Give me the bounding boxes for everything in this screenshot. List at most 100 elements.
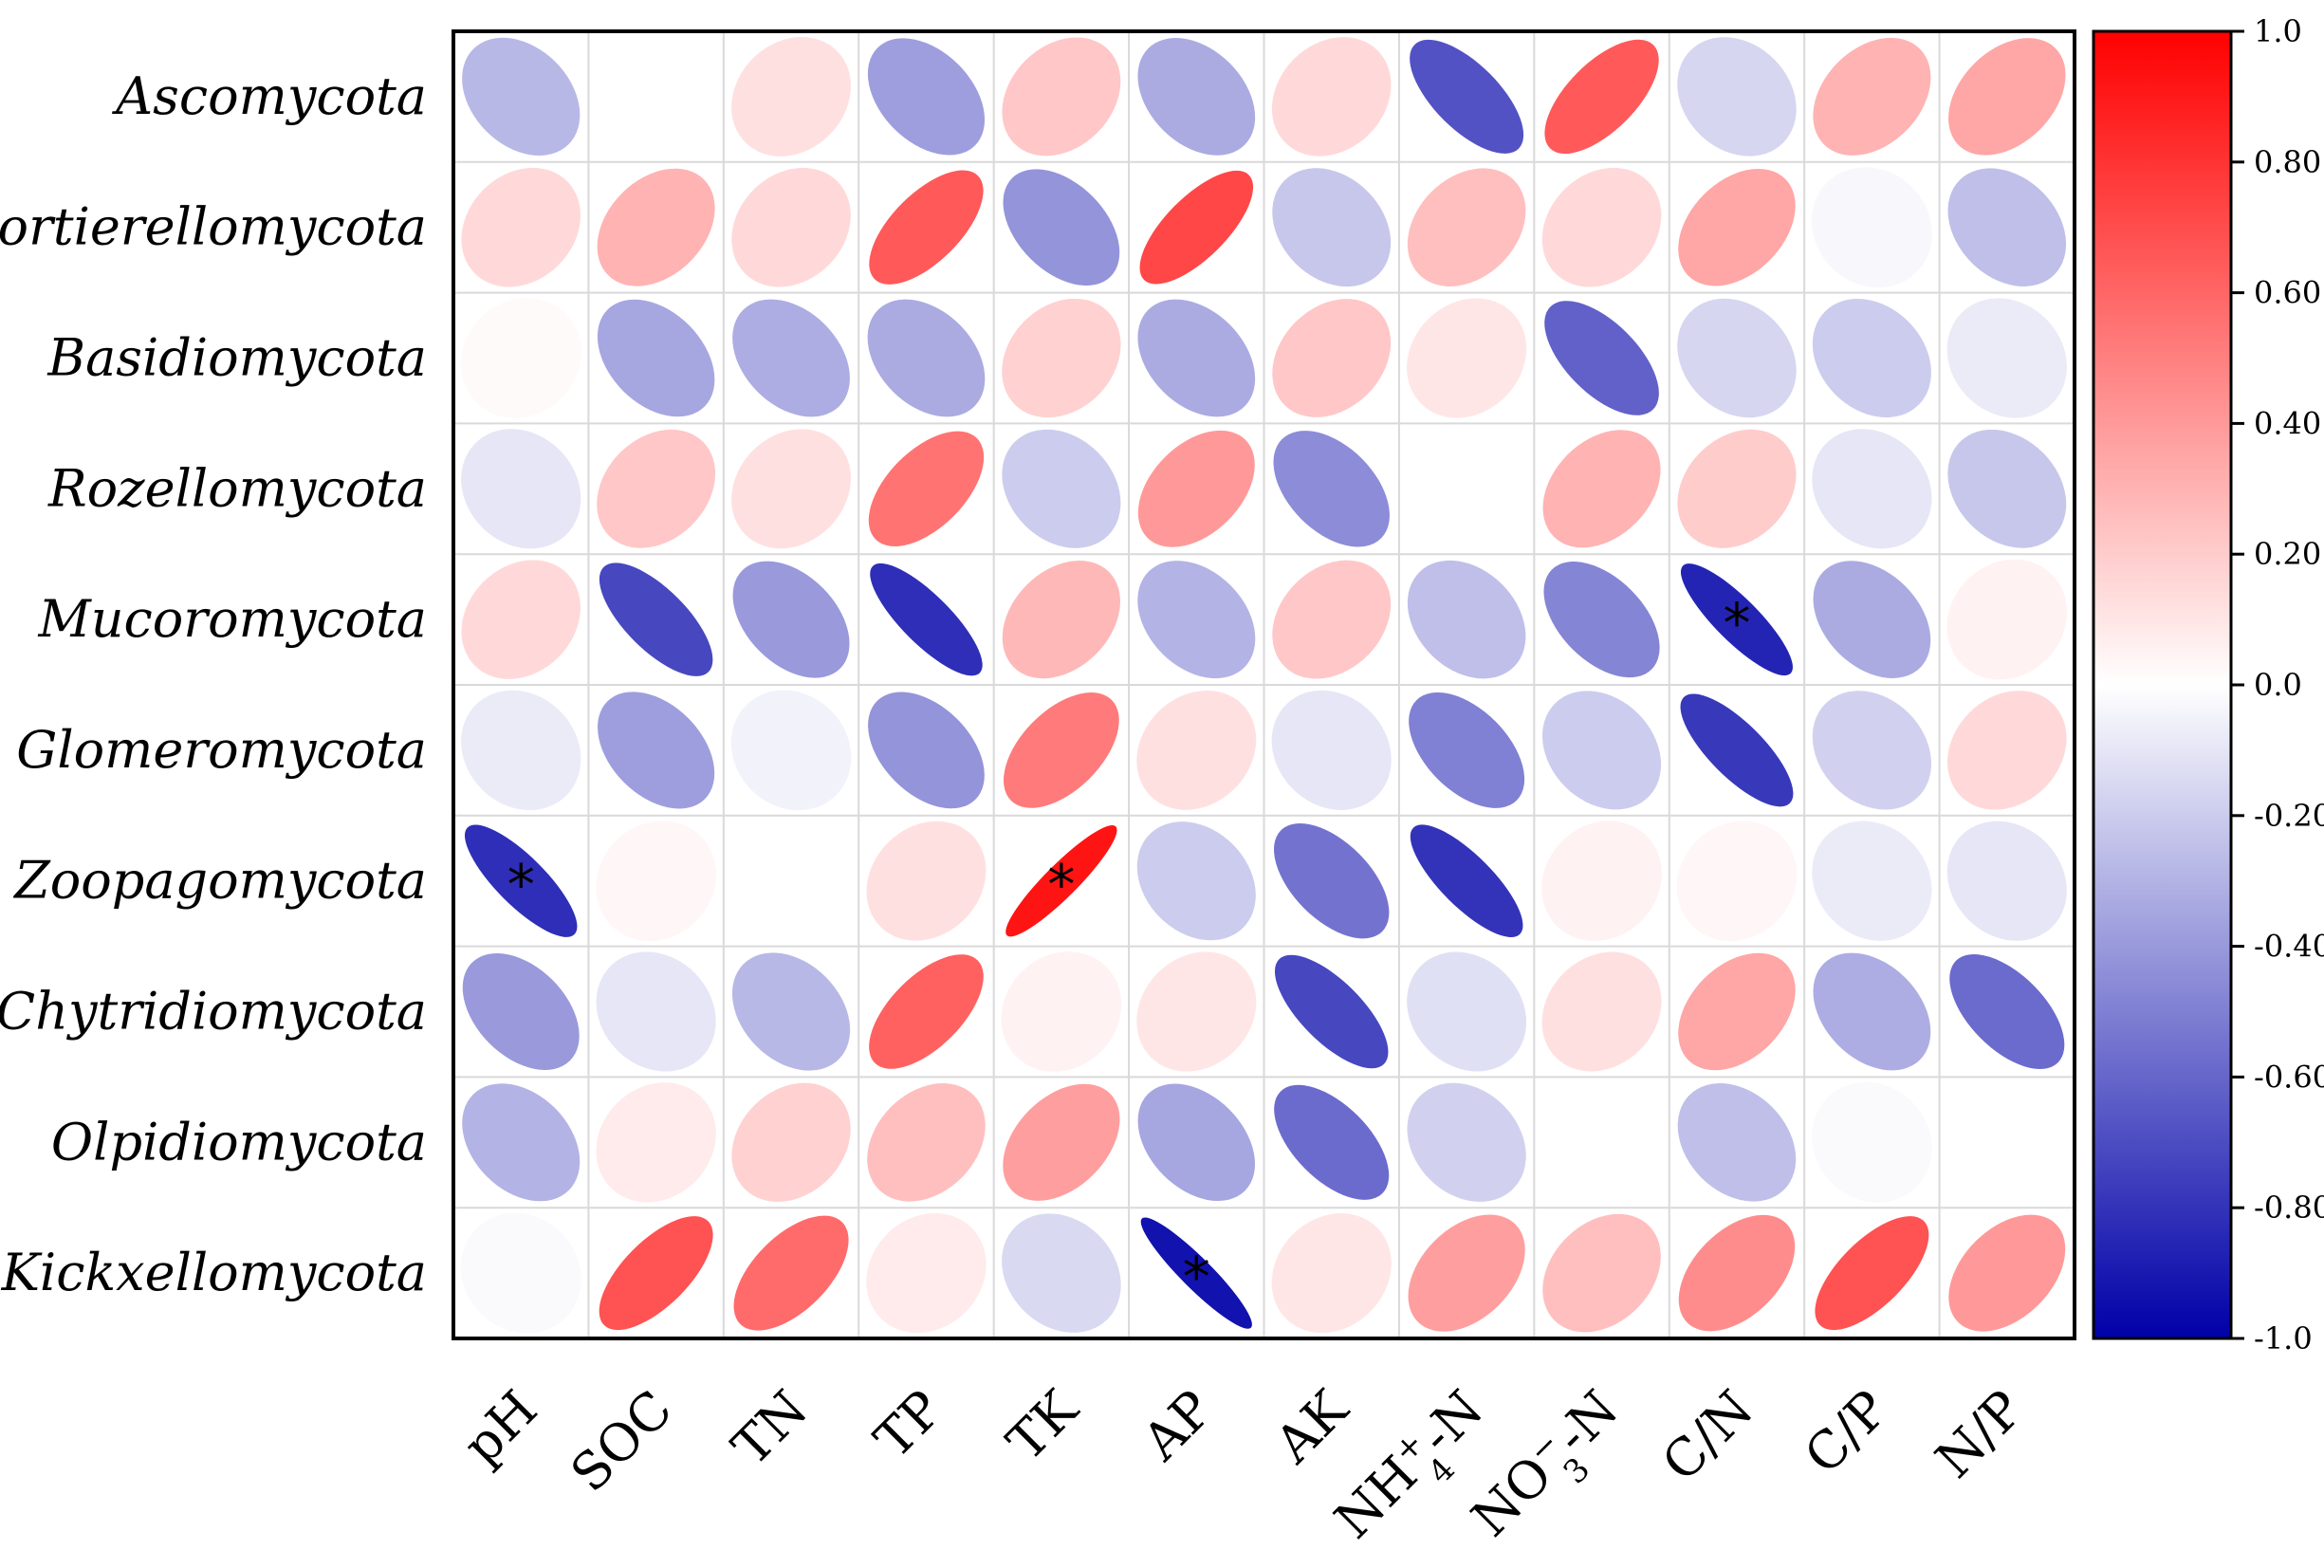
ellipse-kickxellomycota-tn [733, 1215, 849, 1331]
ellipse-ascomycota-cp [1813, 37, 1931, 156]
ellipse-glomeromycota-ak [1271, 690, 1392, 810]
ellipse-mortierellomycota-tk [1003, 169, 1120, 286]
ellipse-kickxellomycota-cp [1815, 1216, 1929, 1331]
column-label: AK [1263, 1377, 1361, 1475]
significance-mark: * [1047, 853, 1075, 917]
ellipse-kickxellomycota-tp [866, 1212, 987, 1334]
ellipse-zoopagomycota-ap [1136, 821, 1256, 941]
ellipse-mortierellomycota-tp [869, 170, 984, 285]
ellipse-glomeromycota-cp [1812, 691, 1932, 810]
plot-frame [452, 29, 2076, 1340]
ellipse-mortierellomycota-ph [461, 167, 581, 287]
ellipse-glomeromycota-np [1947, 691, 2067, 810]
ellipse-mucoromycota-np [1946, 559, 2068, 680]
ellipse-mucoromycota-ph [461, 560, 581, 679]
ellipse-ascomycota-nh4n [1410, 39, 1524, 154]
ellipse-zoopagomycota-ph [464, 824, 578, 937]
ellipse-olpidiomycota-ap [1137, 1083, 1256, 1202]
ellipse-chytridiomycota-cn [1678, 952, 1796, 1071]
ellipse-mucoromycota-soc [599, 563, 713, 676]
grid-lines [453, 31, 2075, 1338]
ellipse-ascomycota-tk [1002, 37, 1121, 157]
significance-mark: * [1723, 591, 1750, 655]
ellipse-kickxellomycota-ph [460, 1212, 581, 1334]
ellipse-ascomycota-ap [1137, 38, 1256, 156]
ellipse-mucoromycota-ap [1137, 561, 1256, 679]
ellipse-mortierellomycota-nh4n [1407, 168, 1526, 286]
colorbar-tick-label: -0.80 [2254, 1190, 2324, 1226]
column-label: TN [721, 1379, 819, 1477]
ellipse-olpidiomycota-cn [1677, 1083, 1797, 1202]
colorbar-tick-label: -1.0 [2254, 1320, 2313, 1356]
ellipse-olpidiomycota-ph [462, 1083, 581, 1202]
ellipse-zoopagomycota-soc [596, 821, 717, 942]
row-label: Rozellomycota [47, 458, 427, 518]
colorbar-tick-label: 0.20 [2254, 536, 2321, 572]
ellipse-ascomycota-ak [1271, 37, 1392, 157]
row-label: Ascomycota [111, 66, 427, 126]
ellipse-rozellomycota-ap [1137, 430, 1255, 547]
column-label: N/P [1924, 1379, 2035, 1490]
colorbar-tick-label: -0.20 [2254, 798, 2324, 834]
correlation-ellipses [460, 36, 2068, 1334]
ellipse-glomeromycota-ph [461, 690, 581, 811]
ellipse-mortierellomycota-soc [597, 168, 715, 286]
column-label: NH+4-N [1322, 1378, 1506, 1562]
ellipse-mortierellomycota-no3n [1541, 167, 1662, 287]
ellipse-rozellomycota-np [1947, 429, 2067, 548]
ellipse-chytridiomycota-ap [1136, 951, 1257, 1072]
row-label: Zoopagomycota [12, 851, 427, 911]
ellipse-basidiomycota-tk [1002, 298, 1121, 418]
ellipse-kickxellomycota-ak [1271, 1213, 1392, 1334]
colorbar-tick-label: 0.0 [2254, 667, 2302, 703]
ellipse-chytridiomycota-tp [869, 954, 984, 1069]
colorbar-tick-label: 1.0 [2254, 13, 2302, 49]
significance-marks: * * * * [507, 591, 1751, 1309]
column-label: TP [863, 1379, 954, 1470]
ellipse-rozellomycota-ph [461, 429, 581, 549]
row-label: Kickxellomycota [1, 1243, 427, 1302]
ellipse-olpidiomycota-ak [1274, 1084, 1390, 1200]
ellipse-rozellomycota-tp [868, 431, 985, 546]
ellipse-glomeromycota-soc [598, 692, 715, 809]
colorbar-ticks: 1.0 0.80 0.60 0.40 0.20 0.0 -0.20 -0.40 -0.60 -0.… [2231, 13, 2324, 1356]
ellipse-rozellomycota-no3n [1542, 430, 1661, 548]
ellipse-mucoromycota-ak [1272, 560, 1392, 679]
column-label: SOC [560, 1379, 684, 1503]
ellipse-zoopagomycota-tp [866, 821, 987, 941]
ellipse-mucoromycota-tp [870, 563, 983, 676]
ellipse-rozellomycota-soc [597, 429, 716, 548]
ellipse-mucoromycota-cn [1680, 563, 1793, 676]
ellipse-chytridiomycota-cp [1813, 952, 1931, 1071]
row-label: Chytridiomycota [0, 982, 427, 1042]
column-label: TK [996, 1377, 1091, 1472]
ellipse-zoopagomycota-cn [1676, 821, 1798, 942]
colorbar-tick-label: 0.60 [2254, 275, 2321, 311]
colorbar-tick-label: -0.60 [2254, 1059, 2324, 1095]
column-label: NO−3-N [1460, 1378, 1642, 1560]
ellipse-zoopagomycota-np [1946, 821, 2067, 941]
ellipse-zoopagomycota-cp [1812, 821, 1932, 941]
ellipse-kickxellomycota-soc [599, 1216, 713, 1331]
ellipse-kickxellomycota-ap [1140, 1217, 1252, 1329]
ellipse-ascomycota-ph [462, 37, 581, 157]
ellipse-ascomycota-tp [867, 38, 986, 156]
colorbar-scale [2092, 29, 2233, 1340]
ellipse-glomeromycota-tn [730, 690, 852, 811]
ellipse-zoopagomycota-no3n [1541, 821, 1662, 941]
ellipse-olpidiomycota-cp [1811, 1081, 1932, 1203]
ellipse-kickxellomycota-nh4n [1408, 1214, 1525, 1332]
ellipse-mucoromycota-tk [1002, 560, 1120, 679]
ellipse-olpidiomycota-tn [731, 1082, 851, 1202]
ellipse-basidiomycota-ap [1137, 299, 1256, 417]
colorbar-tick-label: 0.40 [2254, 405, 2321, 441]
ellipse-basidiomycota-ph [460, 298, 581, 418]
significance-mark: * [507, 853, 535, 917]
colorbar: 1.0 0.80 0.60 0.40 0.20 0.0 -0.20 -0.40 -0.60 -0.… [2092, 13, 2324, 1356]
ellipse-chytridiomycota-soc [596, 951, 716, 1072]
ellipse-mortierellomycota-ap [1139, 170, 1254, 285]
ellipse-chytridiomycota-ph [462, 953, 580, 1070]
ellipse-mortierellomycota-ak [1272, 168, 1392, 287]
ellipse-glomeromycota-ap [1136, 690, 1257, 810]
